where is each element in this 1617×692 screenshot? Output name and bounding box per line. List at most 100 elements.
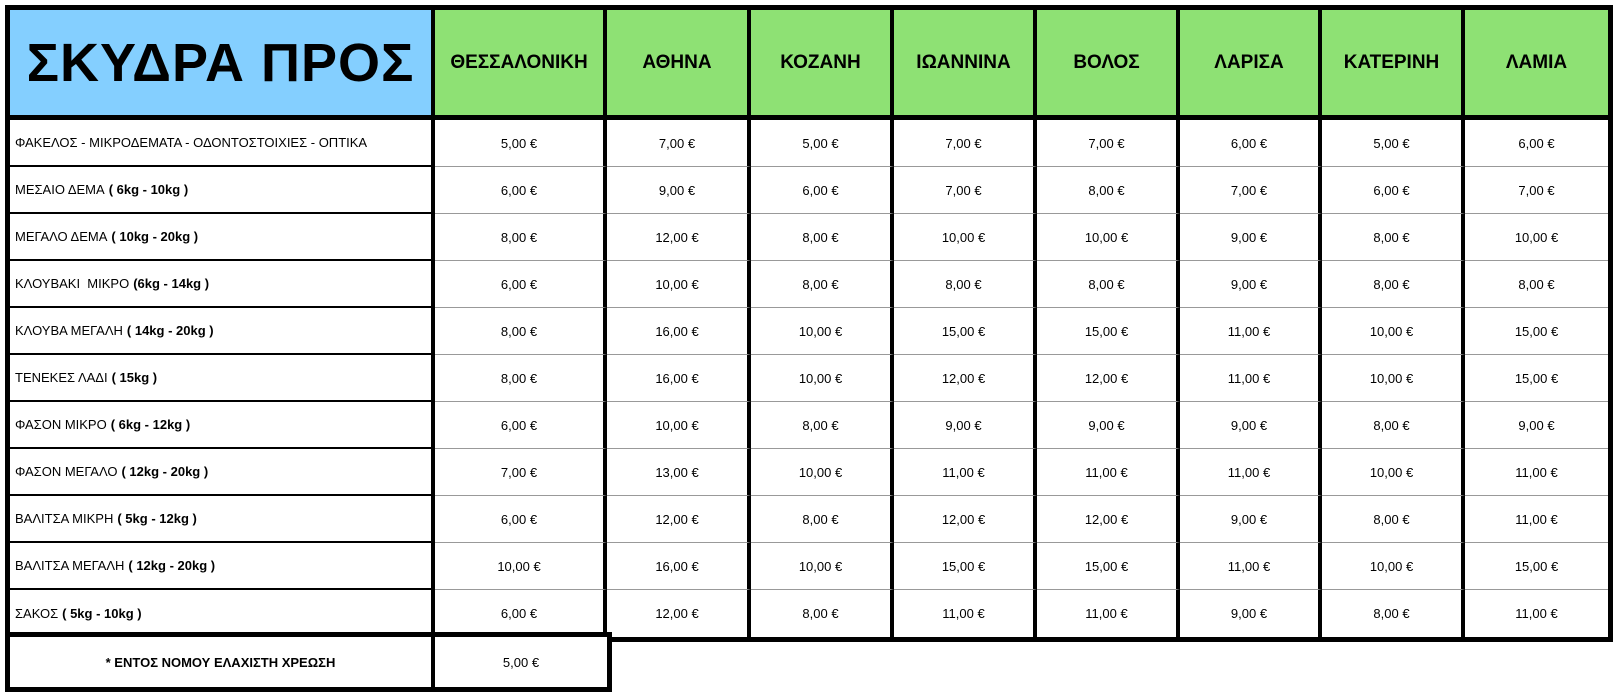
table-title: ΣΚΥΔΡΑ ΠΡΟΣ [10, 10, 435, 120]
price-cell: 10,00 € [751, 449, 894, 496]
item-name: ΣΑΚΟΣ [15, 606, 59, 621]
price-cell: 13,00 € [607, 449, 751, 496]
price-cell: 7,00 € [894, 167, 1037, 214]
row-label: ΦΑΣΟΝ ΜΕΓΑΛΟ( 12kg - 20kg ) [10, 449, 435, 496]
price-cell: 5,00 € [751, 120, 894, 167]
price-cell: 8,00 € [751, 214, 894, 261]
minimum-charge-row: * ΕΝΤΟΣ ΝΟΜΟΥ ΕΛΑΧΙΣΤΗ ΧΡΕΩΣΗ 5,00 € [5, 632, 612, 692]
price-cell: 6,00 € [1180, 120, 1322, 167]
price-cell: 10,00 € [1322, 308, 1465, 355]
item-weight: ( 12kg - 20kg ) [121, 464, 209, 479]
row-label: ΜΕΣΑΙΟ ΔΕΜΑ( 6kg - 10kg ) [10, 167, 435, 214]
price-cell: 10,00 € [1322, 543, 1465, 590]
price-cell: 10,00 € [1465, 214, 1608, 261]
price-cell: 15,00 € [894, 543, 1037, 590]
price-cell: 5,00 € [435, 120, 607, 167]
price-cell: 10,00 € [1037, 214, 1180, 261]
item-name: ΤΕΝΕΚΕΣ ΛΑΔΙ [15, 370, 108, 385]
item-name: ΒΑΛΙΤΣΑ ΜΙΚΡΗ [15, 511, 114, 526]
item-name: ΦΑΚΕΛΟΣ - ΜΙΚΡΟΔΕΜΑΤΑ - ΟΔΟΝΤΟΣΤΟΙΧΙΕΣ -… [15, 135, 368, 150]
price-cell: 7,00 € [894, 120, 1037, 167]
price-cell: 15,00 € [1037, 543, 1180, 590]
price-cell: 8,00 € [1322, 261, 1465, 308]
price-cell: 10,00 € [607, 402, 751, 449]
row-label: ΒΑΛΙΤΣΑ ΜΙΚΡΗ( 5kg - 12kg ) [10, 496, 435, 543]
price-cell: 11,00 € [1180, 308, 1322, 355]
item-weight: (6kg - 14kg ) [133, 276, 210, 291]
price-cell: 8,00 € [751, 496, 894, 543]
item-weight: ( 10kg - 20kg ) [111, 229, 199, 244]
price-cell: 6,00 € [435, 261, 607, 308]
row-label: ΦΑΚΕΛΟΣ - ΜΙΚΡΟΔΕΜΑΤΑ - ΟΔΟΝΤΟΣΤΟΙΧΙΕΣ -… [10, 120, 435, 167]
price-cell: 6,00 € [435, 167, 607, 214]
column-header: ΙΩΑΝΝΙΝΑ [894, 10, 1037, 120]
price-cell: 8,00 € [435, 214, 607, 261]
price-cell: 12,00 € [1037, 355, 1180, 402]
item-name: ΚΛΟΥΒΑ ΜΕΓΑΛΗ [15, 323, 123, 338]
price-cell: 16,00 € [607, 543, 751, 590]
price-cell: 11,00 € [1180, 355, 1322, 402]
price-cell: 8,00 € [751, 261, 894, 308]
price-cell: 6,00 € [435, 402, 607, 449]
item-weight: ( 6kg - 12kg ) [110, 417, 191, 432]
row-label: ΚΛΟΥΒΑΚΙ ΜΙΚΡΟ (6kg - 14kg ) [10, 261, 435, 308]
price-cell: 11,00 € [1465, 449, 1608, 496]
row-label: ΣΑΚΟΣ( 5kg - 10kg ) [10, 590, 435, 637]
price-cell: 8,00 € [1322, 496, 1465, 543]
price-cell: 7,00 € [1037, 120, 1180, 167]
price-cell: 15,00 € [1465, 308, 1608, 355]
price-cell: 9,00 € [1465, 402, 1608, 449]
price-cell: 12,00 € [894, 496, 1037, 543]
price-cell: 9,00 € [1180, 590, 1322, 637]
price-cell: 9,00 € [1180, 496, 1322, 543]
price-cell: 8,00 € [1037, 167, 1180, 214]
price-cell: 12,00 € [607, 214, 751, 261]
price-cell: 9,00 € [1180, 402, 1322, 449]
price-table: ΣΚΥΔΡΑ ΠΡΟΣ ΘΕΣΣΑΛΟΝΙΚΗ ΑΘΗΝΑ ΚΟΖΑΝΗ ΙΩΑΝΝΙ… [5, 5, 1613, 642]
price-cell: 11,00 € [894, 590, 1037, 637]
price-cell: 11,00 € [1180, 449, 1322, 496]
price-cell: 9,00 € [607, 167, 751, 214]
column-header: ΘΕΣΣΑΛΟΝΙΚΗ [435, 10, 607, 120]
column-header: ΛΑΜΙΑ [1465, 10, 1608, 120]
column-header: ΚΟΖΑΝΗ [751, 10, 894, 120]
price-cell: 8,00 € [751, 402, 894, 449]
item-weight: ( 6kg - 10kg ) [108, 182, 189, 197]
price-cell: 8,00 € [1322, 402, 1465, 449]
price-cell: 10,00 € [751, 355, 894, 402]
column-header: ΚΑΤΕΡΙΝΗ [1322, 10, 1465, 120]
item-weight: ( 15kg ) [111, 370, 158, 385]
price-cell: 10,00 € [751, 308, 894, 355]
price-cell: 9,00 € [1037, 402, 1180, 449]
price-cell: 12,00 € [607, 590, 751, 637]
price-cell: 8,00 € [1322, 590, 1465, 637]
minimum-charge-price: 5,00 € [435, 637, 607, 687]
price-cell: 5,00 € [1322, 120, 1465, 167]
price-cell: 10,00 € [894, 214, 1037, 261]
price-cell: 8,00 € [1322, 214, 1465, 261]
price-cell: 8,00 € [1465, 261, 1608, 308]
row-label: ΤΕΝΕΚΕΣ ΛΑΔΙ( 15kg ) [10, 355, 435, 402]
price-cell: 8,00 € [751, 590, 894, 637]
column-header: ΛΑΡΙΣΑ [1180, 10, 1322, 120]
item-name: ΜΕΣΑΙΟ ΔΕΜΑ [15, 182, 105, 197]
item-name: ΚΛΟΥΒΑΚΙ ΜΙΚΡΟ [15, 276, 130, 291]
price-cell: 9,00 € [894, 402, 1037, 449]
price-cell: 10,00 € [607, 261, 751, 308]
price-cell: 15,00 € [1037, 308, 1180, 355]
row-label: ΒΑΛΙΤΣΑ ΜΕΓΑΛΗ( 12kg - 20kg ) [10, 543, 435, 590]
row-label: ΜΕΓΑΛΟ ΔΕΜΑ( 10kg - 20kg ) [10, 214, 435, 261]
price-cell: 11,00 € [894, 449, 1037, 496]
minimum-charge-label: * ΕΝΤΟΣ ΝΟΜΟΥ ΕΛΑΧΙΣΤΗ ΧΡΕΩΣΗ [10, 637, 435, 687]
item-weight: ( 5kg - 12kg ) [117, 511, 197, 526]
price-cell: 6,00 € [751, 167, 894, 214]
price-cell: 7,00 € [435, 449, 607, 496]
price-cell: 15,00 € [1465, 543, 1608, 590]
price-cell: 12,00 € [894, 355, 1037, 402]
price-cell: 6,00 € [1322, 167, 1465, 214]
price-cell: 7,00 € [1180, 167, 1322, 214]
item-name: ΜΕΓΑΛΟ ΔΕΜΑ [15, 229, 108, 244]
price-cell: 6,00 € [435, 590, 607, 637]
item-weight: ( 12kg - 20kg ) [128, 558, 216, 573]
price-cell: 7,00 € [1465, 167, 1608, 214]
